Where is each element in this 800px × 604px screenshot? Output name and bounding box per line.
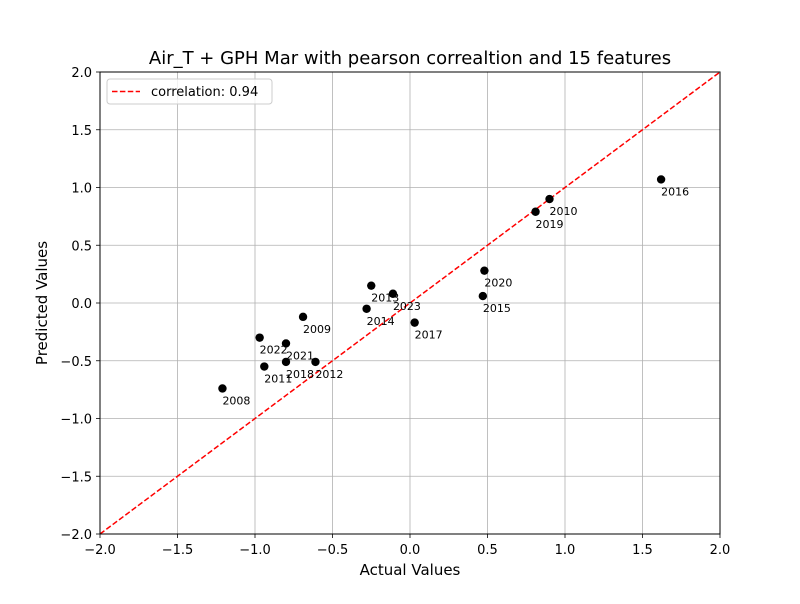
y-tick-label: 1.0 <box>71 182 92 197</box>
point-label-2015: 2015 <box>483 302 511 315</box>
point-labels: 2008 2009 2010 2011 2012 2013 2014 2015 2016 2017… <box>222 185 689 407</box>
data-points <box>218 175 666 393</box>
data-point-2015 <box>478 291 488 301</box>
y-axis-ticks: −2.0 −1.5 −1.0 −0.5 0.0 0.5 1.0 1.5 2.0 <box>60 66 100 543</box>
point-label-2013: 2013 <box>371 292 399 305</box>
y-tick-label: −1.5 <box>60 470 92 485</box>
legend: correlation: 0.94 <box>106 78 273 105</box>
data-point-2018 <box>281 357 291 367</box>
point-label-2008: 2008 <box>222 394 250 407</box>
legend-box <box>106 78 273 105</box>
point-label-2016: 2016 <box>661 185 689 198</box>
data-point-2008 <box>218 384 227 393</box>
y-tick-label: −0.5 <box>60 355 92 370</box>
y-tick-label: 2.0 <box>71 66 92 81</box>
point-label-2019: 2019 <box>536 218 564 231</box>
data-point-2019 <box>531 207 540 216</box>
x-tick-label: −1.5 <box>162 543 194 558</box>
point-label-2009: 2009 <box>303 323 331 336</box>
point-label-2018: 2018 <box>286 368 314 381</box>
x-tick-label: −2.0 <box>84 543 116 558</box>
x-tick-label: −0.5 <box>317 543 349 558</box>
y-tick-label: 0.5 <box>71 239 92 254</box>
legend-entry-label: correlation: 0.94 <box>151 85 258 100</box>
data-point-2020 <box>480 266 489 275</box>
y-axis-label: Predicted Values <box>33 241 51 365</box>
point-label-2010: 2010 <box>550 205 578 218</box>
data-point-2009 <box>298 312 308 322</box>
data-point-2012 <box>311 357 320 367</box>
x-axis-ticks: −2.0 −1.5 −1.0 −0.5 0.0 0.5 1.0 1.5 2.0 <box>84 534 730 558</box>
point-label-2022: 2022 <box>260 344 288 357</box>
x-tick-label: 1.0 <box>555 543 576 558</box>
reference-line-group <box>99 71 721 535</box>
correlation-reference-line <box>99 71 721 535</box>
x-tick-label: −1.0 <box>239 543 271 558</box>
x-tick-label: 0.0 <box>400 543 421 558</box>
data-point-2013 <box>367 281 376 290</box>
data-point-2016 <box>656 175 666 184</box>
point-label-2020: 2020 <box>484 277 512 290</box>
point-label-2023: 2023 <box>393 300 421 313</box>
y-tick-label: 1.5 <box>71 124 92 139</box>
point-label-2012: 2012 <box>315 368 343 381</box>
data-point-2011 <box>260 362 269 371</box>
point-label-2021: 2021 <box>286 349 314 362</box>
x-axis-label: Actual Values <box>360 561 461 579</box>
data-point-2017 <box>410 318 419 327</box>
y-tick-label: 0.0 <box>71 297 92 312</box>
point-label-2011: 2011 <box>264 373 292 386</box>
data-point-2023 <box>388 289 398 298</box>
data-point-2021 <box>281 339 291 348</box>
x-tick-label: 1.5 <box>632 543 653 558</box>
data-point-2014 <box>362 304 371 313</box>
y-tick-label: −2.0 <box>60 528 92 543</box>
y-tick-label: −1.0 <box>60 413 92 428</box>
chart-title: Air_T + GPH Mar with pearson correaltion… <box>149 48 671 69</box>
data-point-2022 <box>255 333 264 342</box>
point-label-2017: 2017 <box>415 329 443 342</box>
x-tick-label: 2.0 <box>710 543 731 558</box>
data-point-2010 <box>545 194 554 204</box>
point-label-2014: 2014 <box>367 315 395 328</box>
x-tick-label: 0.5 <box>477 543 498 558</box>
